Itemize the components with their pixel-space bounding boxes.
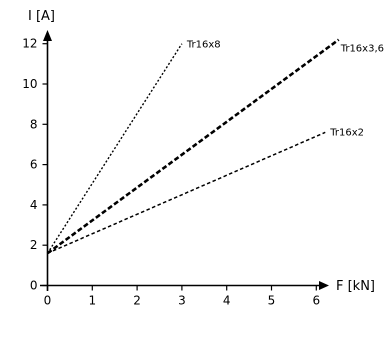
- x-tick-label: 6: [312, 294, 320, 308]
- x-tick-label: 0: [44, 294, 52, 308]
- x-tick-label: 5: [268, 294, 276, 308]
- y-axis-label: I [A]: [28, 9, 55, 24]
- x-tick-label: 1: [88, 294, 96, 308]
- y-tick-label: 8: [30, 117, 38, 131]
- x-tick-label: 4: [223, 294, 231, 308]
- axes: I [A] F [kN]: [28, 9, 375, 294]
- series-labels: Tr16x8 Tr16x3,6 Tr16x2: [186, 40, 384, 139]
- series-label-2: Tr16x2: [329, 127, 364, 138]
- x-axis-label: F [kN]: [336, 279, 375, 294]
- series-line-0: [46, 43, 183, 254]
- y-tick-label: 10: [22, 77, 37, 91]
- y-tick-label: 4: [30, 198, 38, 212]
- series-line-2: [47, 131, 326, 254]
- x-tick-label: 3: [178, 294, 186, 308]
- y-tick-label: 2: [30, 238, 38, 252]
- y-axis-arrow: [43, 30, 52, 41]
- x-tick-label: 2: [133, 294, 141, 308]
- y-tick-label: 6: [30, 158, 38, 172]
- x-axis-arrow: [319, 281, 329, 290]
- series-lines: [46, 38, 340, 255]
- series-label-0: Tr16x8: [186, 40, 221, 51]
- y-ticks: 0 2 4 6 8 10 12: [22, 37, 48, 293]
- y-tick-label: 12: [22, 37, 37, 51]
- series-line-1: [46, 38, 340, 255]
- y-tick-label: 0: [30, 279, 38, 293]
- x-ticks: 0 1 2 3 4 5 6: [44, 285, 320, 308]
- series-label-1: Tr16x3,6: [340, 44, 384, 55]
